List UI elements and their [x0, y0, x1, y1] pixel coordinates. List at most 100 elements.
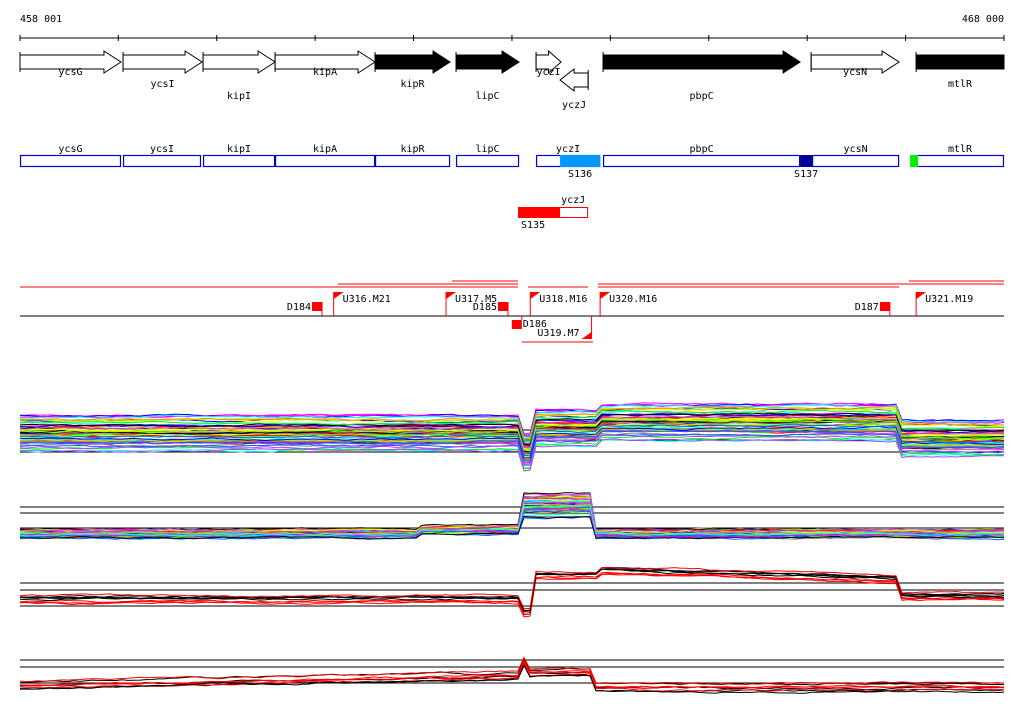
gene-box-ycsG: [19, 154, 122, 168]
gene-label: yczJ: [562, 100, 586, 111]
coordinate-axis: 458 001 468 000: [19, 14, 1005, 41]
profile-line: [19, 497, 1004, 534]
profile-line: [19, 425, 1005, 459]
gene-arrow-ycsG: [19, 50, 122, 74]
upshift-flag-icon: [916, 292, 927, 299]
profile-line: [19, 515, 1005, 540]
gene-box-label: ycsN: [844, 144, 868, 155]
gene-arrow-kipA: [274, 50, 376, 74]
segment-S135: [518, 207, 561, 218]
axis-end-label: 468 000: [962, 14, 1004, 25]
profile-line: [19, 434, 1005, 466]
downshift-label: D184: [287, 302, 311, 313]
profile-line: [19, 438, 1005, 472]
profile-line: [19, 656, 1005, 686]
profile-line: [19, 571, 1005, 615]
gene-box-label: kipI: [227, 144, 251, 155]
expression-profiles: [19, 402, 1005, 694]
axis-start-label: 458 001: [20, 14, 62, 25]
downshift-marker: [879, 302, 890, 311]
gene-label: kipR: [401, 79, 426, 90]
gene-label: pbpC: [690, 91, 714, 102]
profile-line: [19, 412, 1005, 446]
gene-arrow-mtlR: [915, 54, 1005, 70]
gene-box-kipA: [274, 154, 376, 168]
gene-label: ycsG: [58, 67, 82, 78]
gene-box-ycsI: [122, 154, 202, 168]
gene-box-label: kipR: [401, 144, 426, 155]
gene-arrow-kipR: [374, 50, 451, 74]
gene-arrow-kipI: [202, 50, 276, 74]
gene-box-lipC: [455, 154, 520, 168]
gene-box-label: mtlR: [948, 144, 973, 155]
downshift-marker: [312, 302, 323, 311]
profile-line: [19, 505, 1005, 537]
upshift-label: U316.M21: [343, 294, 391, 305]
gene-arrow-yczI: [535, 49, 562, 75]
profile-line: [19, 497, 1004, 534]
profile-line: [19, 413, 1005, 446]
downshift-label: D187: [855, 302, 879, 313]
gene-box-ycsN: [812, 154, 900, 168]
gene-box-label: ycsI: [150, 144, 174, 155]
profile-line: [19, 664, 1005, 694]
upshift-flag-icon: [333, 292, 344, 299]
gene-arrow-ycsN: [810, 50, 901, 74]
upshift-flag-icon: [446, 292, 457, 299]
gene-arrow-pbpC: [602, 50, 802, 74]
gene-box-label: yczI: [556, 144, 580, 155]
segment-marker: [910, 155, 919, 167]
downshift-marker: [498, 302, 509, 311]
gene-label: yczI: [537, 67, 561, 78]
gene-box-pbpC: [602, 154, 801, 168]
segment-label: S137: [794, 169, 818, 180]
upshift-flag-icon: [530, 292, 541, 299]
gene-label: ycsI: [150, 79, 174, 90]
downshift-label: D185: [473, 302, 497, 313]
profile-line: [19, 663, 1005, 692]
upshift-label: U318.M16: [539, 294, 587, 305]
gene-box-label: pbpC: [690, 144, 714, 155]
profile-line: [19, 406, 1005, 440]
profile-line: [19, 435, 1005, 470]
profile-line: [19, 409, 1005, 443]
profile-line: [19, 415, 1005, 448]
profile-line: [20, 658, 1005, 686]
gene-label: kipA: [313, 67, 337, 78]
gene-box-mtlR: [916, 154, 1005, 168]
upshift-label: U317.M5: [455, 294, 497, 305]
transcription-units-track: D184 D185 D186 D187 U316.M21 U317.M5 U318.M16 U…: [20, 280, 1004, 343]
gene-label: lipC: [475, 91, 499, 102]
gene-box-label: kipA: [313, 144, 337, 155]
downshift-marker: [511, 320, 522, 329]
gene-box-label: lipC: [475, 144, 499, 155]
profile-line: [19, 424, 1005, 457]
gene-box-label: ycsG: [58, 144, 82, 155]
segment-label: S136: [568, 169, 592, 180]
profile-line: [19, 418, 1005, 452]
gene-arrow-lipC: [455, 50, 520, 74]
profile-line: [19, 416, 1005, 450]
profile-line: [19, 568, 1005, 612]
upshift-label: U320.M16: [609, 294, 657, 305]
segment-S136: [560, 155, 601, 167]
segments-track: yczJ S135: [518, 195, 589, 231]
profile-line: [19, 403, 1005, 438]
segment-S137: [800, 155, 813, 167]
segment-label: S135: [521, 220, 545, 231]
gene-label: ycsN: [843, 67, 867, 78]
gene-box-kipR: [374, 154, 451, 168]
upshift-label: U319.M7: [537, 328, 579, 339]
profile-line: [20, 429, 1005, 462]
profile-line: [19, 432, 1005, 466]
gene-arrow-ycsI: [122, 50, 203, 74]
gene-boxes-track: ycsG ycsI kipI kipA kipR lipC yczI pbpC ycsN mtlR…: [19, 144, 1005, 180]
gene-label: mtlR: [948, 79, 973, 90]
gene-box-kipI: [202, 154, 276, 168]
profile-line: [19, 568, 1005, 613]
gene-label: kipI: [227, 91, 251, 102]
upshift-label: U321.M19: [925, 294, 973, 305]
antisense-box-label: yczJ: [561, 195, 585, 206]
gene-arrows-track: ycsG ycsI kipI kipA kipR lipC yczI yczJ pbpC ycsN…: [19, 49, 1005, 111]
